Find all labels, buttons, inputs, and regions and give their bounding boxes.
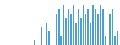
Bar xyxy=(92,5,94,45)
Bar xyxy=(87,9,89,45)
Bar xyxy=(102,9,104,45)
Bar xyxy=(80,18,82,45)
Bar xyxy=(85,14,86,45)
Bar xyxy=(112,9,113,45)
Bar xyxy=(73,5,74,45)
Bar xyxy=(58,9,60,45)
Bar xyxy=(75,22,77,45)
Bar xyxy=(48,31,50,45)
Bar xyxy=(83,5,84,45)
Bar xyxy=(63,5,64,45)
Bar xyxy=(114,36,116,45)
Bar xyxy=(70,14,72,45)
Bar xyxy=(90,22,91,45)
Bar xyxy=(100,5,101,45)
Bar xyxy=(56,14,57,45)
Bar xyxy=(105,36,106,45)
Bar xyxy=(78,9,79,45)
Bar xyxy=(117,31,118,45)
Bar xyxy=(41,27,42,45)
Bar xyxy=(46,22,47,45)
Bar xyxy=(97,14,99,45)
Bar xyxy=(33,40,35,45)
Bar xyxy=(95,9,96,45)
Bar xyxy=(65,18,67,45)
Bar xyxy=(60,36,62,45)
Bar xyxy=(109,14,111,45)
Bar xyxy=(68,9,69,45)
